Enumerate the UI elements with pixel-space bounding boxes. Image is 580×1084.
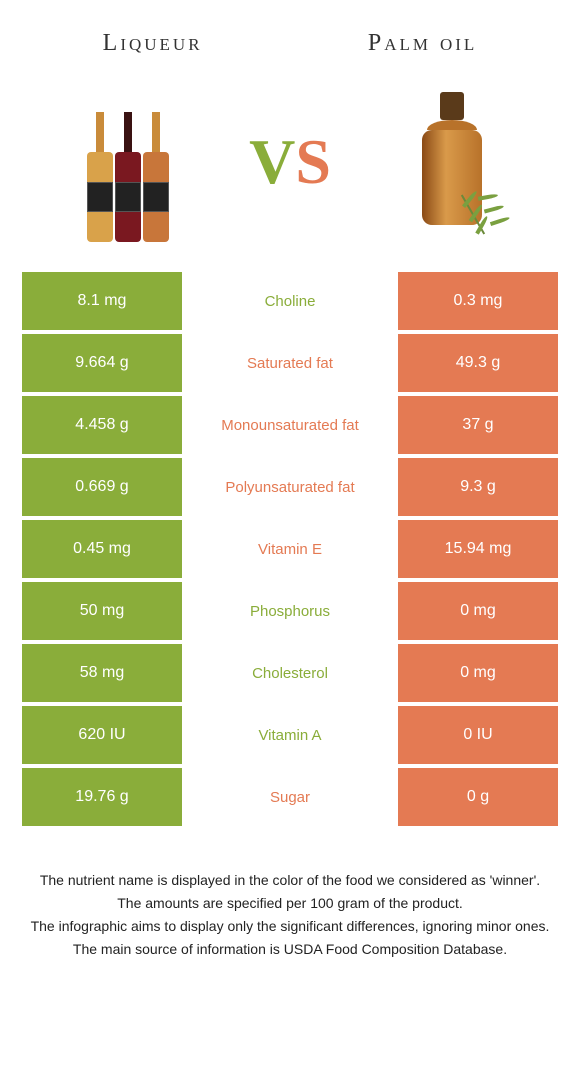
oil-bottle-icon (417, 92, 487, 232)
table-row: 620 IUVitamin A0 IU (22, 706, 558, 764)
nutrient-label: Choline (182, 272, 398, 330)
header-row: Liqueur Palm oil (0, 0, 580, 72)
herb-icon (452, 187, 522, 237)
right-value: 15.94 mg (398, 520, 558, 578)
right-value: 49.3 g (398, 334, 558, 392)
left-title: Liqueur (103, 30, 203, 57)
right-value: 0 g (398, 768, 558, 826)
liqueur-image (53, 82, 203, 242)
left-value: 58 mg (22, 644, 182, 702)
nutrient-label: Sugar (182, 768, 398, 826)
left-value: 620 IU (22, 706, 182, 764)
right-value: 0 mg (398, 644, 558, 702)
nutrient-label: Vitamin E (182, 520, 398, 578)
right-value: 0.3 mg (398, 272, 558, 330)
nutrient-label: Polyunsaturated fat (182, 458, 398, 516)
footer-notes: The nutrient name is displayed in the co… (0, 830, 580, 982)
nutrient-label: Vitamin A (182, 706, 398, 764)
vs-label: VS (249, 130, 331, 194)
right-title: Palm oil (368, 30, 477, 57)
right-value: 0 IU (398, 706, 558, 764)
bottle-icon (143, 112, 169, 242)
left-value: 4.458 g (22, 396, 182, 454)
left-value: 50 mg (22, 582, 182, 640)
left-value: 9.664 g (22, 334, 182, 392)
comparison-table: 8.1 mgCholine0.3 mg9.664 gSaturated fat4… (0, 272, 580, 826)
vs-v: V (249, 126, 295, 197)
bottle-icon (87, 112, 113, 242)
footer-line: The nutrient name is displayed in the co… (20, 870, 560, 891)
palm-oil-image (377, 82, 527, 242)
nutrient-label: Cholesterol (182, 644, 398, 702)
left-value: 0.45 mg (22, 520, 182, 578)
left-value: 8.1 mg (22, 272, 182, 330)
footer-line: The main source of information is USDA F… (20, 939, 560, 960)
right-value: 37 g (398, 396, 558, 454)
table-row: 4.458 gMonounsaturated fat37 g (22, 396, 558, 454)
table-row: 9.664 gSaturated fat49.3 g (22, 334, 558, 392)
vs-s: S (295, 126, 331, 197)
images-row: VS (0, 72, 580, 272)
table-row: 58 mgCholesterol0 mg (22, 644, 558, 702)
table-row: 19.76 gSugar0 g (22, 768, 558, 826)
right-value: 0 mg (398, 582, 558, 640)
footer-line: The infographic aims to display only the… (20, 916, 560, 937)
left-value: 19.76 g (22, 768, 182, 826)
table-row: 50 mgPhosphorus0 mg (22, 582, 558, 640)
nutrient-label: Monounsaturated fat (182, 396, 398, 454)
left-value: 0.669 g (22, 458, 182, 516)
nutrient-label: Phosphorus (182, 582, 398, 640)
footer-line: The amounts are specified per 100 gram o… (20, 893, 560, 914)
table-row: 0.45 mgVitamin E15.94 mg (22, 520, 558, 578)
bottle-icon (115, 112, 141, 242)
table-row: 8.1 mgCholine0.3 mg (22, 272, 558, 330)
nutrient-label: Saturated fat (182, 334, 398, 392)
right-value: 9.3 g (398, 458, 558, 516)
table-row: 0.669 gPolyunsaturated fat9.3 g (22, 458, 558, 516)
